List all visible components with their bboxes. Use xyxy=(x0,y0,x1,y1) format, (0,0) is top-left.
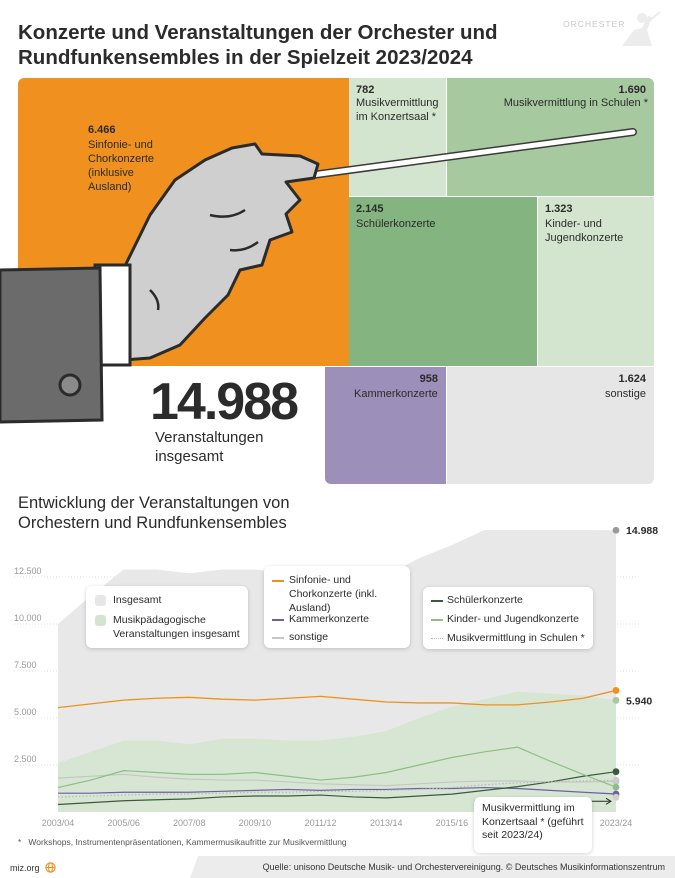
orchester-logo-text: ORCHESTER xyxy=(563,19,626,29)
site-link[interactable]: miz.org xyxy=(10,862,56,873)
x-tick-label: 2007/08 xyxy=(173,818,206,828)
legend-line-sinfonie xyxy=(272,580,284,582)
end-point xyxy=(612,793,620,801)
legend-concerts: Sinfonie- und Chorkonzerte (inkl. Auslan… xyxy=(264,566,410,648)
tile-value: 1.624 xyxy=(618,373,646,385)
line-schueler xyxy=(57,771,617,806)
legend-kinder: Kinder- und Jugendkonzerte xyxy=(447,613,579,625)
x-tick-label: 2023/24 xyxy=(600,818,633,828)
y-tick-label: 2.500 xyxy=(14,754,37,764)
tile-value: 6.466 xyxy=(88,124,116,136)
legend-line-kinder xyxy=(431,619,443,621)
tile-sonstige: 1.624 sonstige xyxy=(447,367,654,484)
legend-line-sonstige xyxy=(272,637,284,639)
tile-value: 2.145 xyxy=(356,203,384,215)
tile-label: Kinder- und Jugendkonzerte xyxy=(545,218,624,244)
x-tick-label: 2005/06 xyxy=(107,818,140,828)
y-tick-label: 7.500 xyxy=(14,660,37,670)
x-tick-label: 2011/12 xyxy=(305,818,337,828)
tile-kammerkonzerte: 958 Kammerkonzerte xyxy=(325,367,446,484)
line-sonstige xyxy=(57,773,617,787)
legend-schueler: Schülerkonzerte xyxy=(447,594,523,606)
end-point xyxy=(612,526,620,534)
chart-subtitle: Entwicklung der Veranstaltungen von Orch… xyxy=(18,494,290,532)
line-kinder xyxy=(57,746,617,789)
end-point xyxy=(612,696,620,704)
end-point xyxy=(612,783,620,791)
legend-line-schulen xyxy=(431,638,443,639)
y-tick-label: 5.000 xyxy=(14,707,37,717)
tile-musikvermittlung-konzertsaal: 782 Musikvermittlung im Konzertsaal * xyxy=(349,78,446,196)
legend-sonstige: sonstige xyxy=(289,631,329,643)
legend-line-kammer xyxy=(272,619,284,621)
line-chart: 2.500 5.000 7.500 10.000 12.500 2003/04 2005/… xyxy=(14,525,658,828)
tile-label: Schülerkonzerte xyxy=(356,218,436,230)
source-text: Quelle: unisono Deutsche Musik- und Orch… xyxy=(262,862,665,872)
legend-kammer: Kammerkonzerte xyxy=(289,613,369,625)
tile-schuelerkonzerte: 2.145 Schülerkonzerte xyxy=(349,197,537,366)
note-text: Musikvermittlung im Konzertsaal * (gefüh… xyxy=(482,802,584,841)
conductor-hand-icon xyxy=(0,128,637,424)
site-text[interactable]: miz.org xyxy=(10,863,40,873)
end-labels: 14.988 5.940 xyxy=(626,525,658,707)
tile-label: Kammerkonzerte xyxy=(354,388,438,400)
globe-icon xyxy=(45,862,56,873)
legend-swatch-musikpaedagogik xyxy=(95,615,106,626)
y-axis-ticks: 2.500 5.000 7.500 10.000 12.500 xyxy=(14,566,42,764)
note-arrow-head xyxy=(605,797,612,805)
legend-line-schueler xyxy=(431,600,443,602)
line-kammer xyxy=(58,786,617,795)
legend-insgesamt: Insgesamt xyxy=(113,594,162,606)
legend-areas: Insgesamt Musikpädagogische Veranstaltun… xyxy=(86,586,248,648)
footnote: * Workshops, Instrumentenpräsentationen,… xyxy=(18,837,347,847)
note-konzertsaal: Musikvermittlung im Konzertsaal * (gefüh… xyxy=(474,797,592,853)
legend-swatch-insgesamt xyxy=(95,595,106,606)
legend-schulen: Musikvermittlung in Schulen * xyxy=(447,632,585,644)
x-tick-label: 2015/16 xyxy=(436,818,469,828)
tile-value: 1.323 xyxy=(545,203,573,215)
area-musikpaedagogik xyxy=(58,691,616,812)
footnote-mark: * xyxy=(18,837,22,847)
x-tick-label: 2009/10 xyxy=(239,818,272,828)
tile-value: 782 xyxy=(356,84,375,96)
conductor-logo-icon xyxy=(622,11,661,46)
tile-kinder-jugendkonzerte: 1.323 Kinder- und Jugendkonzerte xyxy=(538,197,654,366)
end-point xyxy=(612,776,620,784)
legend-musikpaedagogik: Musikpädagogische Veranstaltungen insges… xyxy=(113,614,240,640)
total-value: 14.988 xyxy=(150,373,299,431)
legend-sinfonie: Sinfonie- und Chorkonzerte (inkl. Auslan… xyxy=(289,574,378,614)
tile-label: Musikvermittlung im Konzertsaal * xyxy=(356,97,439,123)
x-tick-label: 2013/14 xyxy=(370,818,403,828)
tile-label: Musikvermittlung in Schulen * xyxy=(503,97,648,109)
end-point xyxy=(612,768,620,776)
y-tick-label: 10.000 xyxy=(14,613,42,623)
tile-value: 1.690 xyxy=(618,84,646,96)
tile-label: Sinfonie- und Chorkonzerte (inklusive Au… xyxy=(88,139,155,193)
end-points xyxy=(612,526,620,801)
source-bar: Quelle: unisono Deutsche Musik- und Orch… xyxy=(0,856,675,878)
source-bar-background xyxy=(190,856,675,878)
x-tick-label: 2003/04 xyxy=(42,818,75,828)
tile-value: 958 xyxy=(419,373,438,385)
legend-education: Schülerkonzerte Kinder- und Jugendkonzer… xyxy=(423,587,593,649)
tile-label: sonstige xyxy=(605,388,646,400)
footnote-text: Workshops, Instrumentenpräsentationen, K… xyxy=(28,837,347,847)
end-point xyxy=(612,687,620,694)
line-sinfonie xyxy=(57,689,617,709)
total-label: Veranstaltungen insgesamt xyxy=(155,429,264,465)
page-title: Konzerte und Veranstaltungen der Orchest… xyxy=(18,21,498,69)
end-label: 14.988 xyxy=(626,525,658,537)
y-tick-label: 12.500 xyxy=(14,566,42,576)
end-label: 5.940 xyxy=(626,695,652,707)
